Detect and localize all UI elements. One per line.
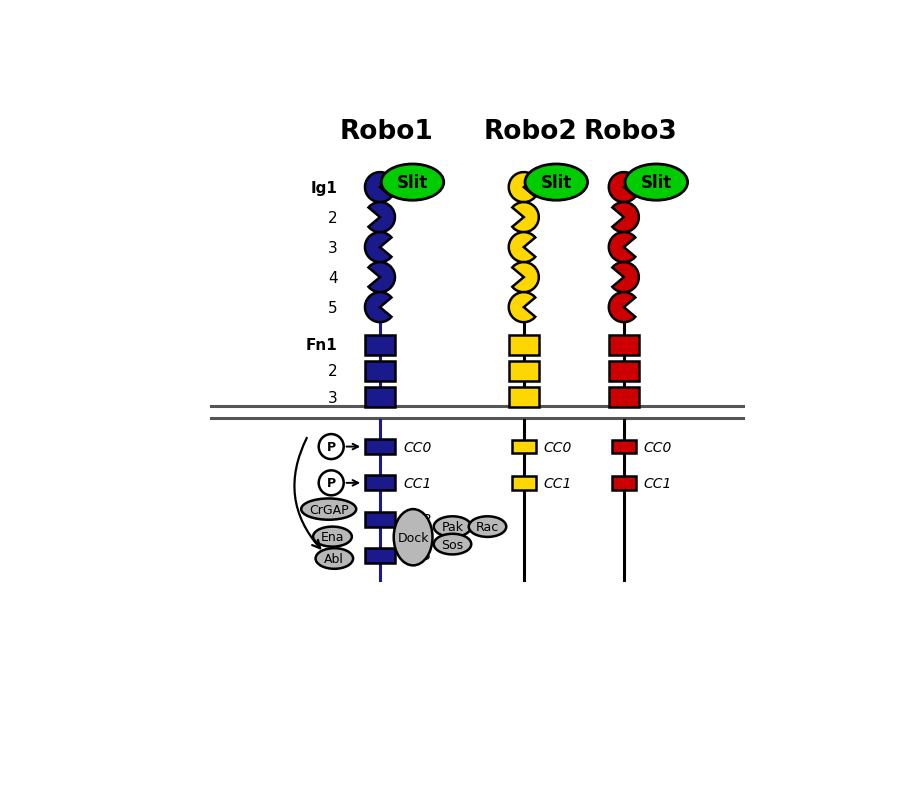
Text: P: P	[327, 477, 336, 490]
Circle shape	[319, 435, 344, 460]
Text: Sos: Sos	[441, 538, 464, 551]
Bar	[612, 440, 635, 454]
Circle shape	[319, 470, 344, 496]
Text: CC0: CC0	[644, 440, 672, 454]
Wedge shape	[508, 233, 536, 263]
Wedge shape	[608, 233, 635, 263]
Wedge shape	[608, 173, 635, 203]
Ellipse shape	[313, 527, 352, 547]
Text: 2: 2	[328, 210, 338, 225]
Text: Ena: Ena	[320, 530, 344, 543]
Text: CC0: CC0	[404, 440, 432, 454]
Text: 5: 5	[328, 300, 338, 315]
Text: CC1: CC1	[644, 476, 672, 490]
Wedge shape	[512, 263, 539, 293]
Text: Pak: Pak	[442, 521, 464, 534]
Bar	[365, 362, 395, 381]
Text: Slit: Slit	[397, 174, 428, 192]
Ellipse shape	[393, 509, 433, 565]
Text: Abl: Abl	[324, 552, 345, 565]
Bar	[365, 335, 395, 355]
Text: Fn1: Fn1	[306, 337, 338, 353]
Bar	[365, 512, 395, 527]
Text: CC1: CC1	[544, 476, 572, 490]
Text: Dock: Dock	[398, 531, 429, 544]
Wedge shape	[608, 293, 635, 323]
Bar	[508, 388, 539, 408]
Wedge shape	[368, 263, 395, 293]
Text: Robo2: Robo2	[483, 118, 577, 144]
Ellipse shape	[626, 165, 688, 201]
Text: 2: 2	[328, 364, 338, 379]
Bar	[365, 476, 395, 491]
Text: 3: 3	[328, 390, 338, 406]
Ellipse shape	[302, 499, 356, 520]
Ellipse shape	[434, 534, 472, 555]
Text: CC0: CC0	[544, 440, 572, 454]
Ellipse shape	[434, 517, 472, 537]
Text: P: P	[327, 440, 336, 453]
Bar	[512, 440, 535, 454]
Text: Ig1: Ig1	[310, 180, 338, 195]
Bar	[508, 335, 539, 355]
Bar	[508, 362, 539, 381]
Bar	[608, 388, 639, 408]
Ellipse shape	[316, 548, 353, 569]
Wedge shape	[512, 203, 539, 233]
Bar	[608, 335, 639, 355]
Text: Slit: Slit	[541, 174, 572, 192]
Text: Robo1: Robo1	[339, 118, 433, 144]
Text: 3: 3	[328, 240, 338, 255]
Bar	[512, 476, 535, 490]
Wedge shape	[365, 293, 392, 323]
Text: CC1: CC1	[404, 476, 432, 490]
Text: Slit: Slit	[641, 174, 672, 192]
Wedge shape	[365, 233, 392, 263]
Text: Rac: Rac	[476, 521, 500, 534]
Text: 4: 4	[328, 270, 338, 285]
Text: CC3: CC3	[404, 549, 432, 563]
Bar	[608, 362, 639, 381]
Bar	[365, 440, 395, 454]
Ellipse shape	[525, 165, 588, 201]
Wedge shape	[612, 263, 639, 293]
Bar	[612, 476, 635, 490]
Ellipse shape	[469, 517, 507, 537]
Wedge shape	[612, 203, 639, 233]
Text: Robo3: Robo3	[583, 118, 677, 144]
Wedge shape	[365, 173, 392, 203]
Bar	[365, 388, 395, 408]
Bar	[365, 548, 395, 563]
Wedge shape	[508, 293, 536, 323]
Wedge shape	[368, 203, 395, 233]
Ellipse shape	[382, 165, 444, 201]
Text: CC2: CC2	[404, 513, 432, 526]
Wedge shape	[508, 173, 536, 203]
Text: CrGAP: CrGAP	[309, 503, 348, 516]
FancyArrowPatch shape	[294, 438, 320, 549]
